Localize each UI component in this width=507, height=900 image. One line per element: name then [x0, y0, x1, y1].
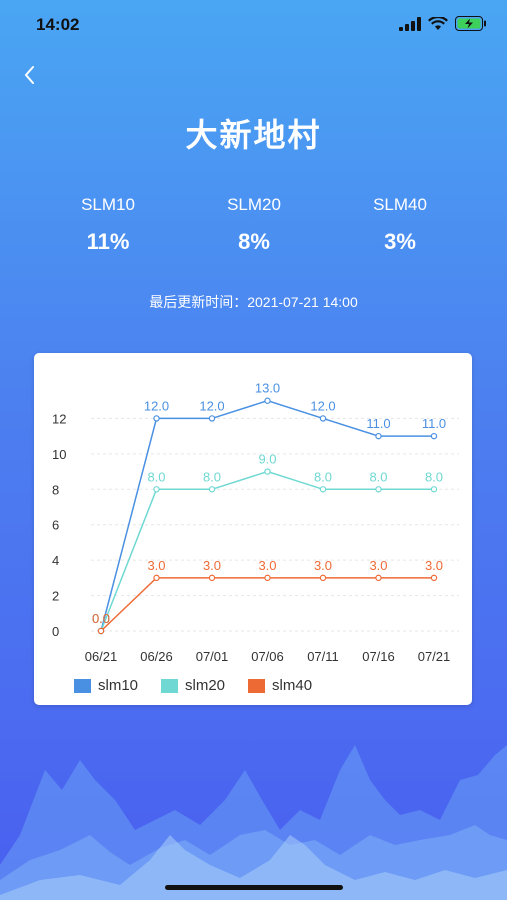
legend-swatch: [161, 678, 179, 693]
data-label: 8.0: [147, 469, 165, 484]
stat-slm10: SLM10 11%: [38, 195, 178, 255]
status-time: 14:02: [36, 15, 80, 34]
stat-value: 8%: [238, 229, 270, 254]
data-point: [319, 486, 327, 493]
series-line-slm40: [100, 577, 434, 632]
data-point: [153, 574, 160, 582]
data-point: [208, 486, 216, 493]
y-tick-label: 4: [52, 553, 59, 568]
data-label: 0.0: [92, 611, 110, 626]
last-update-text: 最后更新时间：2021-07-21 14:00: [149, 294, 358, 310]
data-point: [319, 574, 327, 582]
data-point: [375, 432, 382, 440]
stat-slm20: SLM20 8%: [184, 195, 324, 255]
stat-label: SLM40: [373, 195, 427, 214]
data-label: 12.0: [199, 398, 224, 413]
legend-item-slm20[interactable]: slm20: [161, 677, 225, 694]
stat-slm40: SLM40 3%: [330, 195, 470, 255]
data-label: 3.0: [314, 558, 332, 573]
data-label: 0.0: [92, 611, 110, 626]
series-line-slm10: [100, 399, 434, 632]
stat-label: SLM10: [81, 195, 135, 214]
signal-icon: [399, 16, 421, 31]
data-label: 11.0: [422, 416, 446, 431]
legend-label: slm20: [185, 677, 226, 694]
data-point: [430, 432, 438, 440]
page-title: 大新地村: [185, 117, 322, 153]
data-point: [430, 574, 438, 582]
status-icons: [399, 16, 487, 31]
data-point: [375, 574, 382, 582]
data-point: [208, 415, 216, 422]
data-label: 9.0: [258, 452, 276, 467]
stat-label: SLM20: [227, 195, 281, 214]
stat-value: 11%: [86, 229, 130, 254]
y-tick-label: 2: [52, 589, 59, 604]
legend-swatch: [248, 678, 266, 693]
data-point: [319, 415, 327, 422]
data-label: 3.0: [369, 558, 387, 573]
data-label: 8.0: [369, 469, 387, 484]
x-tick-label: 06/21: [85, 649, 118, 664]
chart-card: 0 2 4 6 8 10 12 06/21 06/26 07/01 07/06 07/11 07/16 0…: [34, 353, 472, 705]
series-line-slm20: [100, 470, 434, 632]
legend-item-slm10[interactable]: slm10: [74, 677, 138, 694]
x-tick-label: 07/21: [418, 649, 451, 664]
chart-legend: slm10 slm20 slm40: [74, 677, 312, 694]
y-tick-label: 10: [52, 447, 66, 462]
data-label: 3.0: [425, 558, 443, 573]
y-tick-label: 8: [52, 482, 59, 497]
data-point: [430, 486, 438, 493]
wifi-icon: [428, 16, 448, 30]
data-label: 3.0: [258, 558, 276, 573]
legend-label: slm40: [272, 677, 313, 694]
chevron-left-icon: [24, 66, 34, 84]
stat-value: 3%: [384, 229, 416, 254]
data-point: [264, 574, 271, 582]
x-tick-label: 07/11: [307, 649, 339, 664]
data-point: [264, 397, 271, 404]
data-label: 3.0: [147, 558, 165, 573]
data-label: 13.0: [255, 381, 280, 396]
x-tick-label: 07/06: [251, 649, 284, 664]
data-point: [264, 468, 271, 475]
y-tick-label: 6: [52, 518, 59, 533]
data-point: [97, 627, 105, 635]
legend-swatch: [74, 678, 91, 693]
x-tick-label: 07/16: [362, 649, 395, 664]
home-indicator[interactable]: [165, 885, 343, 890]
y-tick-label: 12: [52, 411, 66, 426]
data-label: 0.0: [92, 611, 110, 626]
x-tick-label: 06/26: [140, 649, 173, 664]
mountain-background: [0, 745, 507, 900]
battery-charging-icon: [455, 16, 486, 31]
legend-label: slm10: [98, 677, 139, 694]
data-label: 12.0: [144, 398, 169, 413]
data-label: 11.0: [366, 416, 390, 431]
data-label: 3.0: [203, 558, 221, 573]
data-label: 8.0: [425, 469, 443, 484]
back-button[interactable]: [18, 62, 44, 88]
x-tick-label: 07/01: [196, 649, 229, 664]
data-label: 8.0: [203, 469, 221, 484]
data-point: [375, 486, 382, 493]
data-point: [153, 486, 160, 493]
y-tick-label: 0: [52, 624, 59, 639]
status-bar: 14:02: [0, 0, 507, 50]
data-label: 8.0: [314, 469, 332, 484]
legend-item-slm40[interactable]: slm40: [248, 677, 312, 694]
data-point: [208, 574, 216, 582]
data-label: 12.0: [310, 398, 335, 413]
line-chart: 0 2 4 6 8 10 12 06/21 06/26 07/01 07/06 07/11 07/16 0…: [52, 381, 459, 664]
data-point: [153, 415, 160, 422]
